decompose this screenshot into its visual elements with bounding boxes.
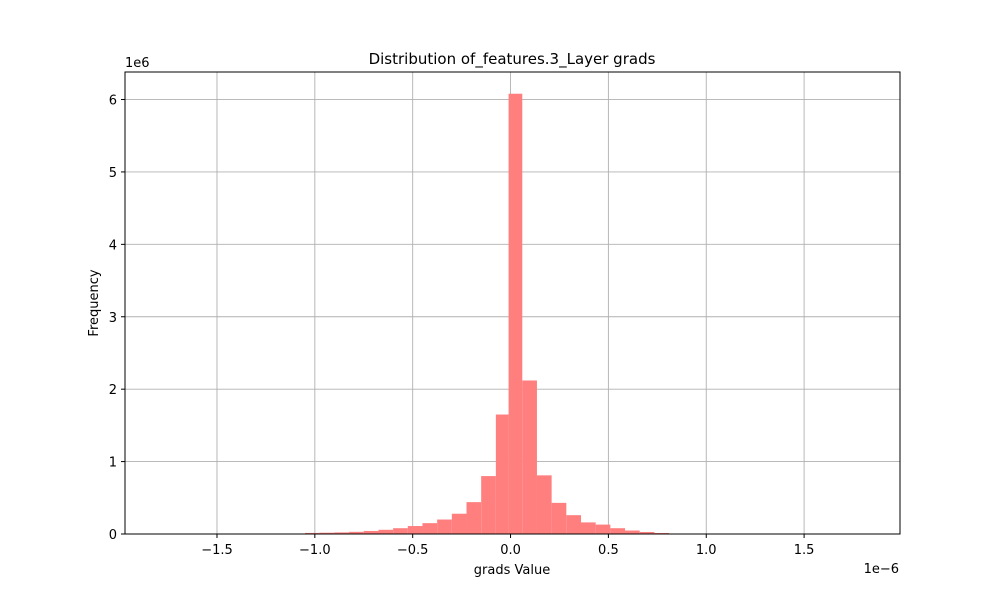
histogram-bar-28 <box>566 515 581 534</box>
y-tick-label-5: 5 <box>109 166 117 181</box>
histogram-bar-29 <box>580 522 596 534</box>
x-axis-label: grads Value <box>474 563 550 578</box>
histogram-bar-34 <box>654 532 670 534</box>
histogram-bar-24 <box>508 93 523 535</box>
histogram-bar-25 <box>522 380 537 534</box>
x-tick-label-6: 1.5 <box>794 543 815 558</box>
y-offset-label: 1e6 <box>125 56 150 71</box>
histogram-bar-33 <box>639 531 655 534</box>
y-tick-label-1: 1 <box>109 456 117 471</box>
y-tick-label-6: 6 <box>109 94 117 109</box>
histogram-bar-20 <box>451 513 467 534</box>
x-offset-label: 1e−6 <box>864 562 899 577</box>
y-tick-label-0: 0 <box>109 528 117 543</box>
histogram-bar-18 <box>422 523 438 534</box>
chart-title: Distribution of_features.3_Layer grads <box>369 50 656 69</box>
histogram-bar-16 <box>393 528 408 534</box>
histogram-bar-11 <box>319 532 335 534</box>
histogram-bar-19 <box>437 519 452 534</box>
y-tick-label-3: 3 <box>109 311 117 326</box>
x-tick-label-2: −0.5 <box>397 543 429 558</box>
histogram-bar-30 <box>595 524 611 534</box>
y-axis-ticks: 0 1 2 3 4 5 6 <box>109 94 125 543</box>
histogram-bar-17 <box>407 526 423 534</box>
y-axis-label: Frequency <box>87 269 102 336</box>
histogram-bar-23 <box>495 414 509 534</box>
y-tick-label-2: 2 <box>109 383 117 398</box>
x-tick-label-0: −1.5 <box>201 543 233 558</box>
x-axis-ticks: −1.5 −1.0 −0.5 0.0 0.5 1.0 1.5 <box>201 534 814 558</box>
x-tick-label-5: 1.0 <box>696 543 717 558</box>
histogram-bar-21 <box>466 502 482 534</box>
histogram-bar-10 <box>305 532 320 534</box>
histogram-bar-22 <box>481 476 496 534</box>
histogram-bar-12 <box>334 532 350 534</box>
histogram-bar-26 <box>536 475 552 534</box>
histogram-bar-13 <box>349 531 364 534</box>
histogram-bar-32 <box>625 530 640 534</box>
x-tick-label-3: 0.0 <box>500 543 521 558</box>
x-tick-label-1: −1.0 <box>299 543 331 558</box>
x-tick-label-4: 0.5 <box>598 543 619 558</box>
histogram-bar-14 <box>363 530 379 534</box>
y-tick-label-4: 4 <box>109 238 117 253</box>
histogram-bar-31 <box>610 528 626 534</box>
histogram-bar-15 <box>378 529 394 534</box>
axes-frame <box>124 71 901 535</box>
histogram-bar-27 <box>551 502 567 534</box>
